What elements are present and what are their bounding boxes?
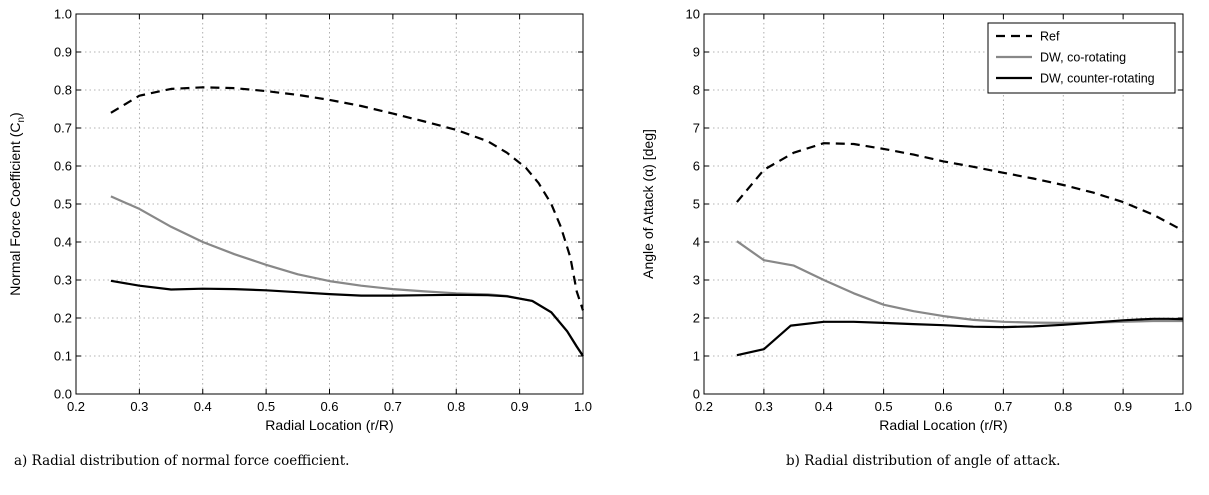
y-tick-label: 0.2 — [54, 311, 72, 326]
figure-caption: b) Radial distribution of angle of attac… — [786, 453, 1060, 469]
y-tick-label: 0.0 — [54, 387, 72, 402]
legend-label: DW, co-rotating — [1040, 51, 1126, 65]
x-tick-label: 0.6 — [320, 399, 338, 414]
series-line-2 — [736, 240, 1183, 324]
x-tick-label: 0.2 — [67, 399, 85, 414]
x-tick-label: 1.0 — [574, 399, 592, 414]
series-line-3 — [110, 279, 584, 357]
x-tick-label: 0.4 — [194, 399, 212, 414]
y-axis-label: Angle of Attack (α) [deg] — [640, 129, 656, 279]
x-tick-label: 0.9 — [511, 399, 529, 414]
y-tick-label: 2 — [693, 311, 700, 326]
series-line-2 — [110, 195, 584, 357]
y-tick-label: 3 — [693, 273, 700, 288]
y-tick-label: 9 — [693, 45, 700, 60]
x-axis-label: Radial Location (r/R) — [265, 417, 393, 433]
series-line-1 — [110, 86, 585, 311]
legend-label: DW, counter-rotating — [1040, 72, 1155, 86]
y-tick-label: 8 — [693, 83, 700, 98]
series-line-3 — [736, 317, 1184, 357]
x-tick-label: 0.6 — [934, 399, 952, 414]
x-tick-label: 0.5 — [257, 399, 275, 414]
legend-label: Ref — [1040, 30, 1060, 44]
series-line-1 — [736, 142, 1184, 232]
x-tick-label: 0.4 — [815, 399, 833, 414]
y-tick-label: 1 — [693, 349, 700, 364]
y-tick-label: 0 — [693, 387, 700, 402]
figure-caption: a) Radial distribution of normal force c… — [14, 453, 349, 469]
x-tick-label: 0.7 — [994, 399, 1012, 414]
x-tick-label: 0.9 — [1114, 399, 1132, 414]
legend: Ref DW, co-rotating DW, counter-rotating — [987, 22, 1176, 94]
y-tick-label: 0.3 — [54, 273, 72, 288]
x-tick-label: 1.0 — [1174, 399, 1192, 414]
x-tick-label: 0.8 — [447, 399, 465, 414]
x-tick-label: 0.5 — [875, 399, 893, 414]
x-tick-label: 0.3 — [130, 399, 148, 414]
x-tick-label: 0.8 — [1054, 399, 1072, 414]
x-tick-label: 0.3 — [755, 399, 773, 414]
y-tick-label: 5 — [693, 197, 700, 212]
y-tick-label: 6 — [693, 159, 700, 174]
y-tick-label: 0.6 — [54, 159, 72, 174]
y-tick-label: 0.4 — [54, 235, 72, 250]
x-axis-label: Radial Location (r/R) — [879, 417, 1007, 433]
y-tick-label: 0.9 — [54, 45, 72, 60]
y-tick-label: 0.7 — [54, 121, 72, 136]
y-tick-label: 0.8 — [54, 83, 72, 98]
x-tick-label: 0.2 — [695, 399, 713, 414]
chart-panel-a: 0.2 0.3 0.4 0.5 0.6 0.7 0.8 0.9 1.0 0.0 0.1 0.2 0.3 0… — [7, 7, 592, 470]
y-tick-label: 4 — [693, 235, 700, 250]
chart-panel-b: 0.2 0.3 0.4 0.5 0.6 0.7 0.8 0.9 1.0 0 1 2 3 4 5 6 7 8 9 10 R… — [640, 7, 1192, 470]
y-tick-label: 1.0 — [54, 7, 72, 22]
y-tick-label: 0.1 — [54, 349, 72, 364]
x-tick-label: 0.7 — [384, 399, 402, 414]
y-tick-label: 7 — [693, 121, 700, 136]
y-tick-label: 0.5 — [54, 197, 72, 212]
y-axis-label: Normal Force Coefficient (Cn) — [7, 112, 27, 295]
y-tick-label: 10 — [686, 7, 700, 22]
